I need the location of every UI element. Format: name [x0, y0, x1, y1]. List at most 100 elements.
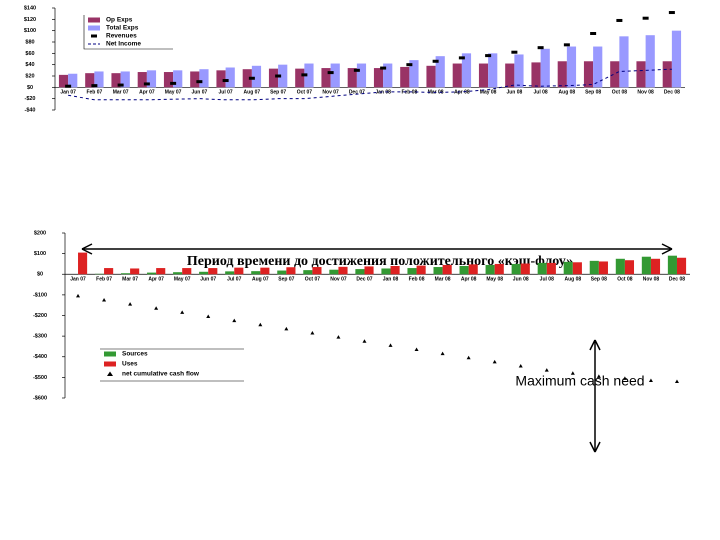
marker [648, 378, 653, 382]
legend-swatch [107, 371, 113, 376]
arrow-heads [81, 243, 673, 255]
bar [409, 60, 419, 88]
x-tick-label: Nov 08 [643, 277, 660, 283]
bar [390, 266, 400, 275]
marker [117, 83, 124, 87]
x-tick-label: Feb 07 [86, 90, 102, 96]
bar [260, 267, 270, 275]
bar [347, 68, 357, 88]
bar [610, 61, 620, 88]
bar [494, 263, 504, 275]
y-tick-label: $120 [24, 17, 36, 23]
bar [130, 268, 140, 275]
marker [622, 376, 627, 380]
bar [619, 36, 629, 88]
marker [327, 71, 334, 75]
bar [426, 65, 436, 88]
line [68, 68, 672, 101]
bar [566, 46, 577, 88]
bar [589, 260, 599, 275]
bar [563, 261, 573, 275]
bar [583, 61, 594, 88]
legend-swatch [88, 17, 100, 23]
y-tick-label: $60 [25, 51, 34, 57]
marker [406, 63, 413, 67]
legend-label: net cumulative cash flow [122, 371, 200, 378]
marker [458, 56, 465, 60]
x-tick-label: Jan 08 [375, 90, 391, 96]
bar [251, 65, 262, 88]
bar [381, 268, 391, 275]
marker [511, 50, 518, 54]
bar [485, 264, 495, 275]
bar [321, 68, 331, 88]
bar [338, 266, 348, 275]
x-tick-label: Feb 08 [401, 90, 417, 96]
x-tick-label: Jun 08 [506, 90, 522, 96]
x-tick-label: Dec 07 [349, 90, 365, 96]
marker [362, 339, 367, 343]
bar [373, 68, 384, 88]
marker [143, 82, 150, 86]
marker [388, 343, 393, 347]
bar [546, 262, 556, 275]
x-tick-label: May 08 [480, 90, 497, 96]
marker [76, 293, 81, 298]
bar [442, 264, 452, 275]
x-tick-label: May 07 [174, 277, 191, 283]
marker [248, 76, 255, 80]
marker [196, 80, 203, 84]
marker [414, 347, 419, 352]
marker [590, 32, 597, 35]
bar [225, 271, 235, 275]
x-tick-label: May 08 [486, 277, 503, 283]
legend-label: Revenues [106, 33, 137, 40]
marker [284, 326, 289, 331]
marker [128, 302, 133, 306]
bar [514, 54, 524, 88]
bar [68, 73, 78, 88]
legend-swatch [104, 351, 116, 357]
x-tick-label: Sep 07 [278, 277, 294, 283]
marker [380, 66, 387, 70]
legend-frame [83, 15, 173, 50]
y-tick-label: -$200 [33, 313, 47, 319]
bar [156, 268, 166, 275]
x-tick-label: Jun 07 [200, 277, 216, 283]
bar [407, 268, 417, 275]
bar [641, 256, 651, 275]
bar [511, 263, 521, 275]
x-tick-label: Jul 08 [534, 90, 548, 96]
marker [275, 74, 282, 78]
legend-label: Total Exps [106, 25, 139, 32]
bar [199, 69, 209, 88]
x-tick-label: Jan 07 [60, 90, 76, 96]
bar [478, 63, 489, 88]
bar [540, 48, 550, 88]
marker [518, 364, 523, 368]
marker [674, 379, 679, 383]
marker [154, 306, 159, 310]
bar [78, 252, 88, 275]
y-tick-label: -$100 [33, 292, 47, 298]
bar [505, 63, 515, 88]
y-tick-label: -$40 [24, 107, 35, 113]
marker [91, 84, 98, 88]
y-tick-label: -$500 [33, 375, 47, 381]
x-tick-label: Apr 07 [139, 90, 155, 96]
bar [120, 273, 131, 275]
marker [642, 16, 649, 20]
x-tick-label: Nov 08 [637, 90, 654, 96]
y-tick-label: $0 [37, 272, 43, 278]
bar [416, 265, 426, 275]
bar [400, 66, 410, 88]
x-tick-label: Mar 07 [113, 90, 129, 96]
marker [440, 351, 445, 356]
bar [593, 46, 603, 88]
x-tick-label: Aug 08 [559, 90, 576, 96]
x-tick-label: Feb 07 [96, 277, 112, 283]
bar [190, 71, 200, 88]
bar [234, 267, 244, 275]
bar [329, 269, 339, 275]
x-tick-label: Jan 07 [70, 277, 86, 283]
